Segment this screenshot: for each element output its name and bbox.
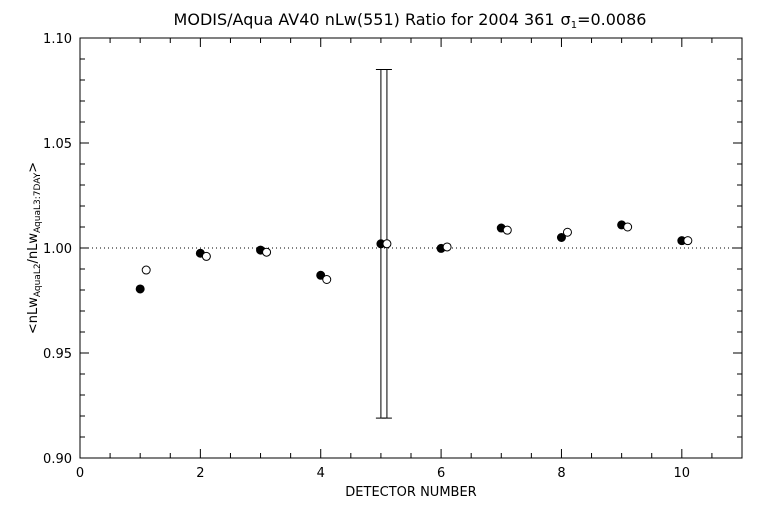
x-tick-label: 6 xyxy=(437,466,445,481)
y-tick-label: 0.90 xyxy=(43,452,72,467)
open-data-point xyxy=(624,223,632,231)
open-data-point xyxy=(443,243,451,251)
open-data-point xyxy=(263,248,271,256)
x-axis-title: DETECTOR NUMBER xyxy=(345,485,476,500)
x-tick-label: 10 xyxy=(674,466,691,481)
x-tick-label: 0 xyxy=(76,466,84,481)
x-tick-label: 4 xyxy=(317,466,325,481)
open-data-point xyxy=(323,276,331,284)
open-data-point xyxy=(202,252,210,260)
open-data-point xyxy=(684,237,692,245)
y-tick-label: 0.95 xyxy=(43,347,72,362)
open-data-point xyxy=(383,240,391,248)
open-data-point xyxy=(563,228,571,236)
y-tick-label: 1.00 xyxy=(43,242,72,257)
filled-data-point xyxy=(136,285,144,293)
open-data-point xyxy=(503,226,511,234)
y-tick-label: 1.10 xyxy=(43,32,72,47)
x-tick-label: 8 xyxy=(557,466,565,481)
x-tick-label: 2 xyxy=(196,466,204,481)
open-data-point xyxy=(142,266,150,274)
y-tick-label: 1.05 xyxy=(43,137,72,152)
